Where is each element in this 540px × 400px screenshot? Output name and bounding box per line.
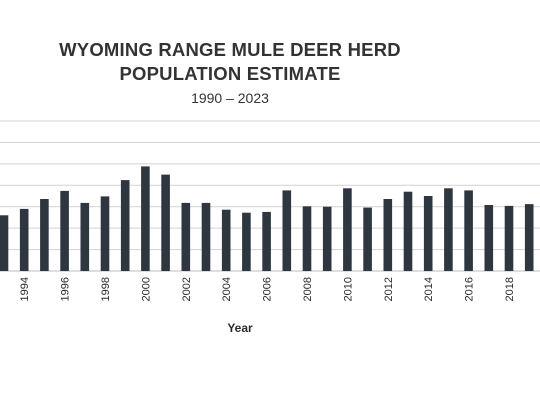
bar-2004 (221, 209, 231, 271)
chart-subtitle: 1990 – 2023 (191, 90, 269, 106)
chart-title-line-1: WYOMING RANGE MULE DEER HERD (59, 39, 401, 60)
chart-title: WYOMING RANGE MULE DEER HERD POPULATION … (0, 38, 460, 86)
bar-2017 (484, 205, 494, 271)
bar-2007 (282, 190, 292, 271)
bar-2002 (181, 202, 191, 271)
bar-2005 (242, 212, 251, 271)
bars (0, 166, 534, 271)
bar-2012 (383, 199, 393, 271)
bar-2019 (524, 204, 534, 271)
bar-1998 (100, 196, 110, 271)
bar-2009 (322, 206, 332, 271)
bar-2006 (262, 211, 271, 271)
bar-2003 (201, 202, 211, 271)
bar-2015 (444, 188, 453, 271)
x-tick-label: 2010 (342, 277, 354, 301)
x-tick-label: 2002 (181, 277, 193, 301)
bar-1994 (19, 208, 29, 271)
bar-1993 (0, 215, 9, 271)
x-tick-label: 2014 (423, 277, 435, 301)
x-tick-label: 2008 (302, 277, 314, 301)
bar-2011 (363, 207, 372, 271)
bar-2014 (423, 196, 433, 271)
bar-2013 (403, 191, 413, 271)
x-tick-label: 2016 (464, 277, 476, 301)
x-tick-labels: 1994 1996 1998 2000 2002 2004 2006 2008 2010 2012… (19, 277, 516, 301)
bar-2001 (161, 174, 170, 271)
bar-2000 (141, 166, 150, 271)
x-tick-label: 2004 (221, 277, 233, 301)
bar-1996 (60, 190, 69, 271)
x-axis-label: Year (227, 321, 253, 335)
bar-1999 (120, 180, 130, 271)
bar-2010 (343, 188, 352, 271)
bar-2008 (302, 206, 312, 271)
bar-1997 (80, 202, 90, 271)
x-tick-label: 1996 (60, 277, 72, 301)
chart-title-line-2: POPULATION ESTIMATE (119, 63, 341, 84)
x-tick-label: 2012 (383, 277, 395, 301)
x-tick-label: 1998 (100, 277, 112, 301)
x-tick-label: 2006 (262, 277, 274, 301)
x-tick-label: 2018 (504, 277, 516, 301)
x-tick-label: 2000 (140, 277, 152, 301)
bar-2016 (464, 190, 473, 271)
x-tick-label: 1994 (19, 277, 31, 301)
bar-2018 (504, 205, 514, 271)
bar-1995 (40, 199, 49, 271)
